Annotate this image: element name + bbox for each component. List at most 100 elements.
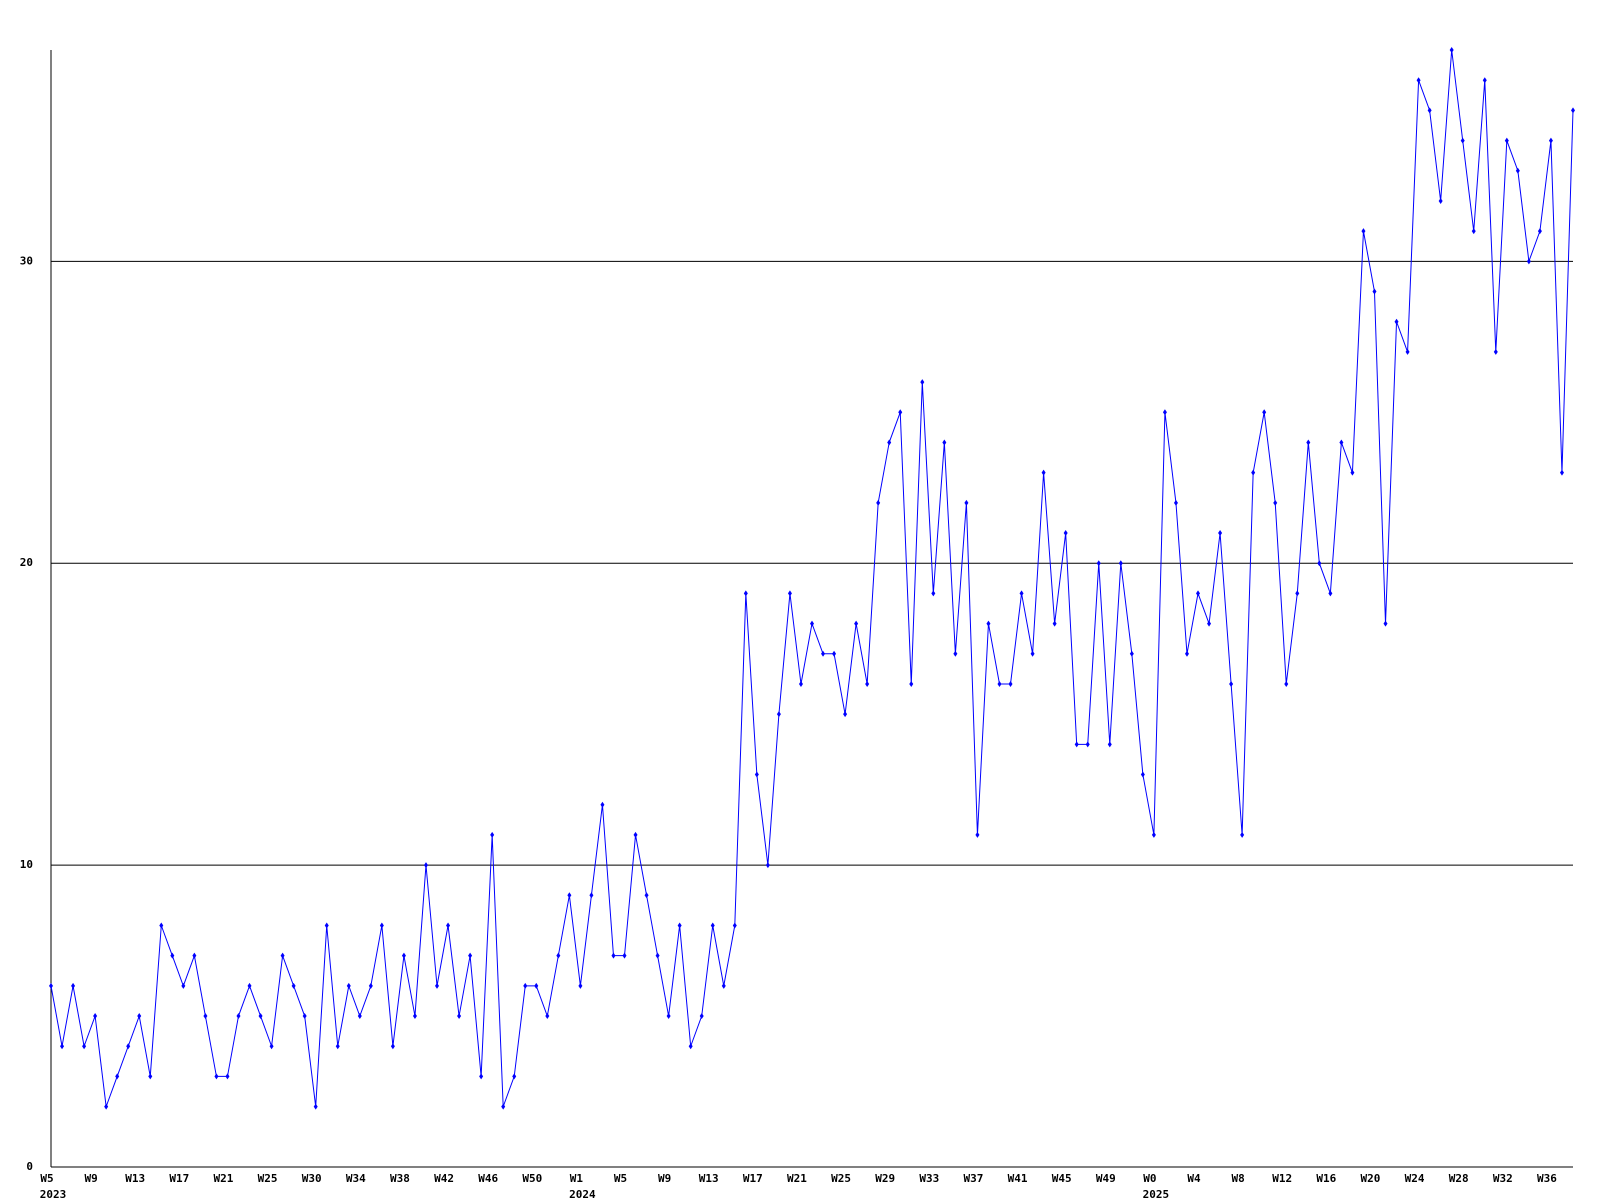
data-point (633, 831, 638, 838)
data-point (1361, 228, 1366, 235)
data-point (1559, 469, 1564, 476)
x-tick-label: W38 (390, 1172, 410, 1185)
data-point (1438, 197, 1443, 204)
data-point (787, 590, 792, 597)
data-point (159, 922, 164, 929)
data-point (148, 1073, 153, 1080)
data-point (1427, 107, 1432, 114)
data-point (1251, 469, 1256, 476)
data-point (1262, 409, 1267, 416)
data-point (556, 952, 561, 959)
data-point (1218, 530, 1223, 537)
data-point (1008, 680, 1013, 687)
data-point (1140, 771, 1145, 778)
data-point (1482, 77, 1487, 84)
year-label: 2023 (40, 1188, 67, 1200)
data-point (1063, 530, 1068, 537)
data-point (931, 590, 936, 597)
data-point (357, 1013, 362, 1020)
data-point (1504, 137, 1509, 144)
data-point (523, 982, 528, 989)
x-tick-label: W24 (1405, 1172, 1425, 1185)
x-tick-label: W45 (1052, 1172, 1072, 1185)
data-point (545, 1013, 550, 1020)
data-point (1284, 680, 1289, 687)
x-tick-label: W21 (214, 1172, 234, 1185)
data-point (732, 922, 737, 929)
data-point (1107, 741, 1112, 748)
data-point (1162, 409, 1167, 416)
data-point (335, 1043, 340, 1050)
data-point (468, 952, 473, 959)
data-point (677, 922, 682, 929)
data-line (50, 49, 1574, 1107)
data-point (203, 1013, 208, 1020)
data-point (666, 1013, 671, 1020)
x-tick-label: W37 (963, 1172, 983, 1185)
data-point (810, 620, 814, 627)
data-point (655, 952, 660, 959)
data-point (953, 650, 958, 657)
x-tick-label: W9 (658, 1172, 671, 1185)
data-point (49, 982, 53, 989)
x-tick-label: W36 (1537, 1172, 1557, 1185)
data-point (170, 952, 175, 959)
data-point (821, 650, 826, 657)
data-point (1019, 590, 1024, 597)
data-point (1184, 650, 1189, 657)
data-point (324, 922, 329, 929)
x-tick-label: W33 (919, 1172, 939, 1185)
data-point (1196, 590, 1201, 597)
data-point (1449, 47, 1454, 53)
data-point (313, 1103, 318, 1110)
x-tick-label: W5 (614, 1172, 627, 1185)
data-point (843, 711, 848, 718)
data-point (754, 771, 759, 778)
data-point (1041, 469, 1046, 476)
data-point (1052, 620, 1057, 627)
data-point (1229, 680, 1234, 687)
data-point (567, 892, 572, 899)
x-tick-label: W50 (522, 1172, 542, 1185)
data-point (82, 1043, 87, 1050)
y-tick-label: 30 (20, 254, 33, 267)
data-point (1537, 228, 1542, 235)
data-point (225, 1073, 230, 1080)
data-point (876, 499, 881, 506)
data-point (1030, 650, 1035, 657)
y-tick-label: 10 (20, 858, 33, 871)
data-point (1240, 831, 1245, 838)
data-point (622, 952, 627, 959)
data-point (1548, 137, 1553, 144)
x-tick-label: W28 (1449, 1172, 1469, 1185)
x-tick-label: W4 (1187, 1172, 1201, 1185)
data-point (137, 1013, 142, 1020)
data-point (743, 590, 748, 597)
data-point (280, 952, 285, 959)
x-tick-label: W20 (1361, 1172, 1381, 1185)
data-point (909, 680, 914, 687)
data-point (423, 862, 428, 869)
x-tick-label: W17 (743, 1172, 763, 1185)
data-point (611, 952, 616, 959)
data-point (986, 620, 991, 627)
x-tick-label: W5 (40, 1172, 53, 1185)
x-tick-label: W46 (478, 1172, 498, 1185)
data-point (93, 1013, 98, 1020)
data-point (854, 620, 859, 627)
data-point (126, 1043, 131, 1050)
year-label: 2025 (1143, 1188, 1170, 1200)
x-tick-label: W41 (1008, 1172, 1028, 1185)
data-point (534, 982, 539, 989)
data-point (479, 1073, 484, 1080)
data-point (688, 1043, 693, 1050)
data-point (920, 379, 925, 386)
data-point (302, 1013, 307, 1020)
x-tick-label: W0 (1143, 1172, 1156, 1185)
data-point (1273, 499, 1278, 506)
data-point (435, 982, 440, 989)
data-point (1306, 439, 1311, 446)
x-tick-label: W30 (302, 1172, 322, 1185)
year-label: 2024 (569, 1188, 596, 1200)
data-point (247, 982, 252, 989)
